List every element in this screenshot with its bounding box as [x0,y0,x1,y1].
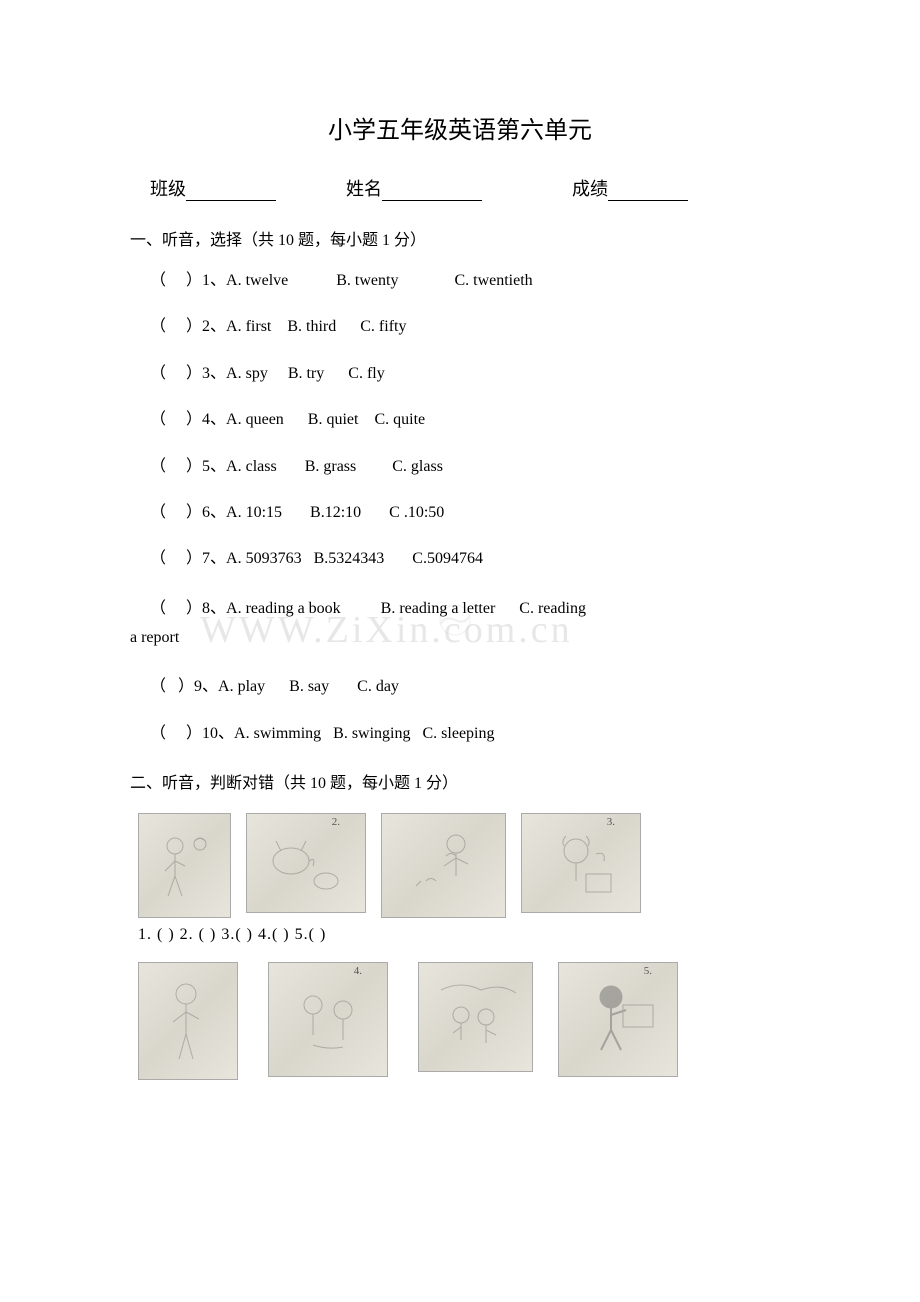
question-8-wrap: a report [130,624,790,653]
image-4: 3. [521,813,641,913]
question-2: （ ）2、A. first B. third C. fifty [130,316,790,338]
score-underline [608,181,688,201]
section1-title: 一、听音，选择（共 10 题，每小题 1 分） [130,226,790,250]
class-field: 班级 [150,175,276,201]
question-3: （ ）3、A. spy B. try C. fly [130,363,790,385]
class-underline [186,181,276,201]
name-field: 姓名 [346,175,482,201]
image-row-2: 4. 5. [130,962,790,1080]
answer-row-1: 1. ( ) 2. ( ) 3.( ) 4.( ) 5.( ) [130,926,790,944]
score-field: 成绩 [572,175,688,201]
question-1: （ ）1、A. twelve B. twenty C. twentieth [130,270,790,292]
section2-title: 二、听音，判断对错（共 10 题，每小题 1 分） [130,769,790,793]
name-underline [382,181,482,201]
question-7: （ ）7、A. 5093763 B.5324343 C.5094764 [130,548,790,570]
image-2: 2. [246,813,366,913]
name-label: 姓名 [346,175,382,201]
score-label: 成绩 [572,175,608,201]
image-6: 4. [268,962,388,1077]
image-row-1: 2. 3. [130,813,790,918]
class-label: 班级 [150,175,186,201]
question-8: （ ）8、A. reading a book B. reading a lett… [130,595,790,653]
image-7 [418,962,533,1072]
page-title: 小学五年级英语第六单元 [130,110,790,145]
image-8: 5. [558,962,678,1077]
image-1 [138,813,231,918]
image-5 [138,962,238,1080]
question-6: （ ）6、A. 10:15 B.12:10 C .10:50 [130,502,790,524]
question-9: （ ）9、A. play B. say C. day [130,676,790,698]
question-5: （ ）5、A. class B. grass C. glass [130,456,790,478]
question-10: （ ）10、A. swimming B. swinging C. sleepin… [130,723,790,745]
header-row: 班级 姓名 成绩 [130,175,790,201]
question-4: （ ）4、A. queen B. quiet C. quite [130,409,790,431]
image-3 [381,813,506,918]
